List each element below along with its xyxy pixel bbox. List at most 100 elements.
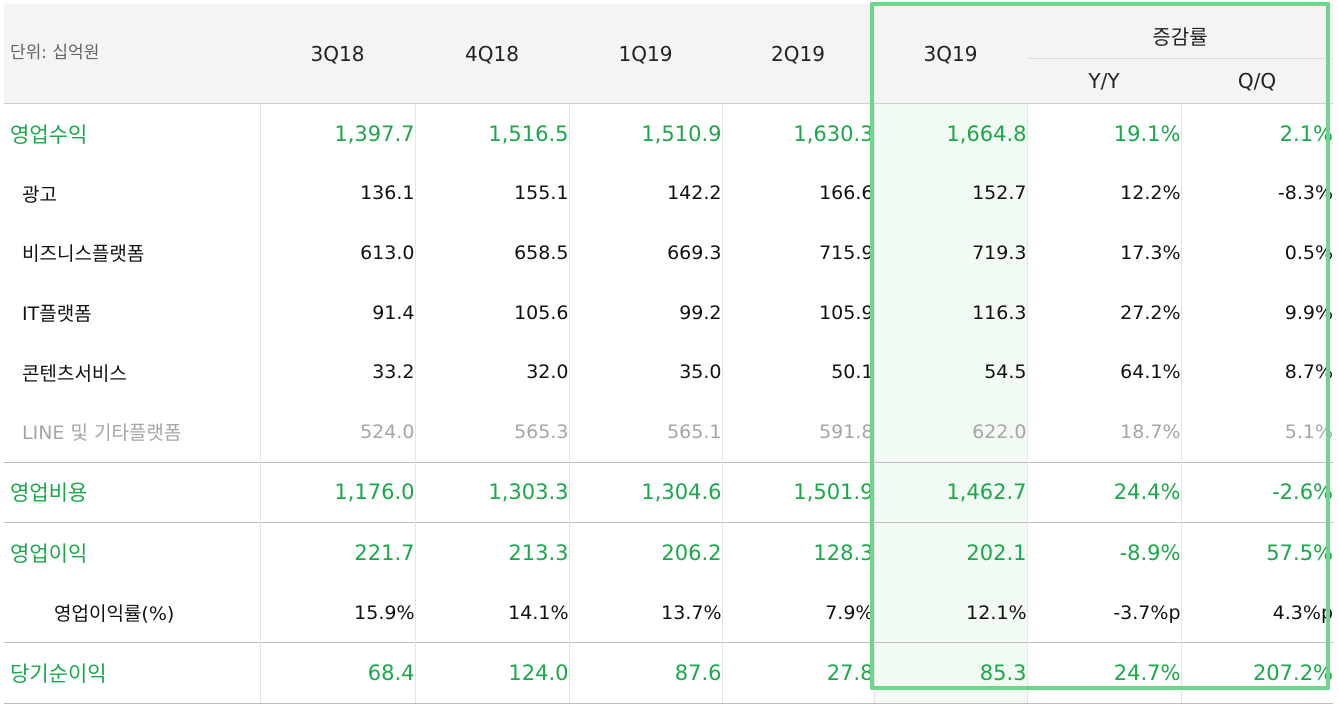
growth-cell: 5.1% [1180, 401, 1334, 463]
value-cell: 166.6 [721, 163, 874, 224]
row-label: LINE 및 기타플랫폼 [22, 422, 182, 445]
value-cell: 565.1 [568, 401, 722, 463]
growth-cell: 18.7% [1026, 401, 1181, 463]
growth-cell: 24.4% [1026, 461, 1181, 523]
table-row: 비즈니스플랫폼 613.0 658.5 669.3 715.9 719.3 17.3% 0.5… [4, 223, 1334, 283]
value-cell: 202.1 [873, 522, 1027, 583]
value-cell: 221.7 [259, 522, 415, 583]
growth-cell: 27.2% [1026, 282, 1181, 343]
row-label: 광고 [22, 183, 57, 206]
value-cell: 87.6 [568, 642, 722, 704]
growth-cell: 0.5% [1180, 223, 1334, 283]
value-cell: 206.2 [568, 522, 722, 583]
value-cell: 658.5 [414, 223, 569, 283]
row-label: 영업이익 [4, 522, 260, 583]
value-cell: 35.0 [568, 342, 722, 402]
value-cell: 1,462.7 [873, 461, 1027, 523]
value-cell: 12.1% [873, 582, 1027, 643]
period-header-current: 3Q19 [874, 4, 1027, 104]
growth-cell: 8.7% [1180, 342, 1334, 402]
row-label: 영업비용 [4, 461, 260, 523]
growth-cell: 57.5% [1180, 522, 1334, 583]
value-cell: 99.2 [568, 282, 722, 343]
row-label: IT플랫폼 [22, 303, 92, 326]
growth-yy-header: Y/Y [1027, 58, 1181, 104]
growth-header: 증감률 [1027, 4, 1334, 59]
growth-cell: 9.9% [1180, 282, 1334, 343]
growth-cell: 12.2% [1026, 163, 1181, 224]
table-body: 영업수익 1,397.7 1,516.5 1,510.9 1,630.3 1,664.8 1… [4, 103, 1334, 704]
value-cell: 622.0 [873, 401, 1027, 463]
value-cell: 565.3 [414, 401, 569, 463]
value-cell: 50.1 [721, 342, 874, 402]
table-row: IT플랫폼 91.4 105.6 99.2 105.9 116.3 27.2% 9.9% [4, 282, 1334, 343]
table-row: 광고 136.1 155.1 142.2 166.6 152.7 12.2% -8.3% [4, 163, 1334, 224]
value-cell: 1,176.0 [259, 461, 415, 523]
value-cell: 1,303.3 [414, 461, 569, 523]
row-label: 당기순이익 [4, 642, 260, 704]
value-cell: 128.3 [721, 522, 874, 583]
table-row: 영업수익 1,397.7 1,516.5 1,510.9 1,630.3 1,664.8 1… [4, 103, 1334, 164]
value-cell: 155.1 [414, 163, 569, 224]
growth-cell: 64.1% [1026, 342, 1181, 402]
growth-cell: -8.3% [1180, 163, 1334, 224]
growth-cell: -2.6% [1180, 461, 1334, 523]
value-cell: 105.9 [721, 282, 874, 343]
growth-cell: 4.3%p [1180, 582, 1334, 643]
growth-cell: -8.9% [1026, 522, 1181, 583]
growth-cell: -3.7%p [1026, 582, 1181, 643]
period-header: 4Q18 [415, 4, 569, 104]
value-cell: 91.4 [259, 282, 415, 343]
growth-qq-header: Q/Q [1181, 58, 1334, 104]
table-row: 영업이익률(%) 15.9% 14.1% 13.7% 7.9% 12.1% -3.7%p 4.… [4, 582, 1334, 643]
value-cell: 1,664.8 [873, 103, 1027, 164]
value-cell: 524.0 [259, 401, 415, 463]
table-row: 콘텐츠서비스 33.2 32.0 35.0 50.1 54.5 64.1% 8.7% [4, 342, 1334, 402]
value-cell: 7.9% [721, 582, 874, 643]
growth-cell: 2.1% [1180, 103, 1334, 164]
value-cell: 719.3 [873, 223, 1027, 283]
value-cell: 1,630.3 [721, 103, 874, 164]
financial-table: 단위: 십억원 3Q18 4Q18 1Q19 2Q19 3Q19 증감률 Y/Y… [4, 4, 1334, 704]
value-cell: 33.2 [259, 342, 415, 402]
row-label: 영업수익 [10, 122, 88, 147]
row-label: 영업이익률(%) [54, 603, 175, 626]
value-cell: 213.3 [414, 522, 569, 583]
period-header: 3Q18 [260, 4, 415, 104]
value-cell: 27.8 [721, 642, 874, 704]
growth-cell: 24.7% [1026, 642, 1181, 704]
value-cell: 116.3 [873, 282, 1027, 343]
value-cell: 1,304.6 [568, 461, 722, 523]
value-cell: 13.7% [568, 582, 722, 643]
value-cell: 105.6 [414, 282, 569, 343]
value-cell: 591.8 [721, 401, 874, 463]
value-cell: 1,510.9 [568, 103, 722, 164]
value-cell: 68.4 [259, 642, 415, 704]
row-label: 비즈니스플랫폼 [22, 243, 145, 266]
value-cell: 15.9% [259, 582, 415, 643]
value-cell: 142.2 [568, 163, 722, 224]
value-cell: 1,501.9 [721, 461, 874, 523]
growth-cell: 17.3% [1026, 223, 1181, 283]
table-row: 당기순이익 68.4 124.0 87.6 27.8 85.3 24.7% 207.2% [4, 642, 1334, 704]
value-cell: 85.3 [873, 642, 1027, 704]
row-label: 콘텐츠서비스 [22, 362, 127, 385]
value-cell: 14.1% [414, 582, 569, 643]
value-cell: 136.1 [259, 163, 415, 224]
value-cell: 54.5 [873, 342, 1027, 402]
value-cell: 124.0 [414, 642, 569, 704]
value-cell: 32.0 [414, 342, 569, 402]
value-cell: 613.0 [259, 223, 415, 283]
value-cell: 1,397.7 [259, 103, 415, 164]
value-cell: 152.7 [873, 163, 1027, 224]
value-cell: 715.9 [721, 223, 874, 283]
growth-cell: 19.1% [1026, 103, 1181, 164]
period-header: 2Q19 [722, 4, 874, 104]
table-row: 영업이익 221.7 213.3 206.2 128.3 202.1 -8.9% 57.5% [4, 522, 1334, 583]
value-cell: 1,516.5 [414, 103, 569, 164]
table-row: 영업비용 1,176.0 1,303.3 1,304.6 1,501.9 1,462.7 2… [4, 461, 1334, 523]
value-cell: 669.3 [568, 223, 722, 283]
period-header: 1Q19 [569, 4, 722, 104]
unit-label: 단위: 십억원 [4, 4, 260, 104]
table-row: LINE 및 기타플랫폼 524.0 565.3 565.1 591.8 622.0 18.… [4, 401, 1334, 463]
